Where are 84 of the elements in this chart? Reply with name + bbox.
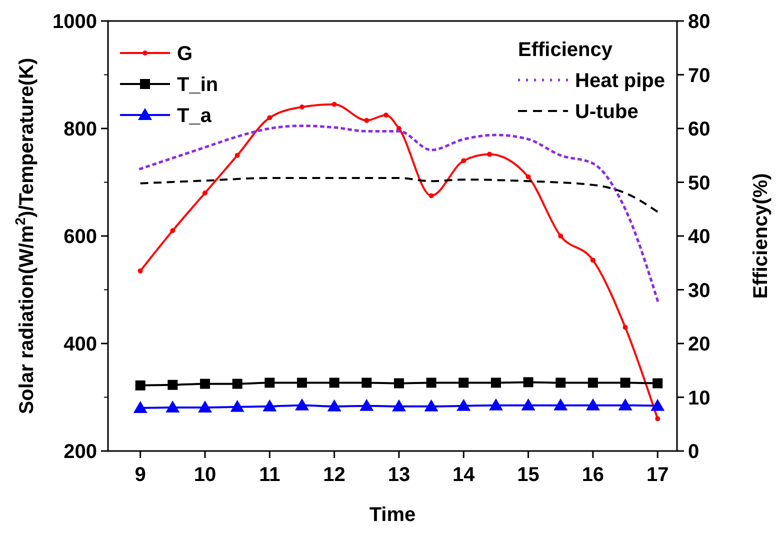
point [362, 378, 372, 388]
point [618, 398, 632, 410]
legend-label: T_a [177, 105, 212, 127]
x-tick-label: 10 [194, 464, 216, 486]
point [198, 400, 212, 412]
point [267, 115, 272, 120]
legend-label: Heat pipe [575, 70, 666, 92]
y-tick-label: 800 [64, 118, 97, 140]
point [234, 152, 240, 158]
y2-axis-title: Efficiency(%) [750, 173, 772, 299]
x-tick-label: 11 [259, 464, 280, 486]
y2-tick-label: 40 [688, 226, 710, 248]
point [332, 102, 337, 107]
point [590, 258, 596, 263]
point [133, 401, 148, 413]
x-tick-label: 9 [134, 464, 146, 486]
point [168, 380, 178, 390]
y2-tick-label: 70 [688, 64, 710, 87]
point [138, 268, 143, 274]
point [586, 398, 600, 410]
x-tick-label: 13 [388, 464, 410, 486]
point [230, 400, 244, 412]
point [486, 152, 492, 157]
y-tick-label: 1000 [52, 11, 97, 33]
point [620, 378, 630, 388]
point [296, 378, 307, 388]
point [200, 378, 210, 389]
point [456, 398, 471, 411]
y-tick-label: 200 [64, 441, 97, 463]
point [392, 399, 406, 412]
point [424, 399, 438, 412]
point [135, 380, 146, 390]
point [232, 378, 242, 389]
point [556, 378, 566, 388]
point [202, 190, 208, 196]
point [166, 400, 180, 412]
x-tick-label: 12 [323, 464, 346, 486]
point [558, 234, 564, 238]
point [622, 324, 628, 330]
point [170, 228, 176, 234]
point [488, 398, 503, 410]
legend-title: Efficiency [518, 39, 614, 61]
y2-tick-label: 30 [688, 280, 710, 302]
point [428, 193, 434, 198]
point [490, 378, 501, 388]
x-tick-label: 16 [582, 464, 604, 486]
point [360, 398, 374, 411]
legend-label: T_in [177, 74, 218, 96]
x-tick-label: 17 [646, 464, 669, 486]
line-series [139, 176, 659, 213]
point [264, 378, 275, 388]
point [364, 118, 370, 123]
y2-tick-label: 80 [688, 11, 710, 33]
point [426, 378, 436, 388]
x-axis-title: Time [369, 504, 416, 526]
legend-label: U-tube [575, 101, 638, 123]
point [521, 398, 536, 410]
point [329, 378, 340, 388]
y-tick-label: 400 [64, 334, 97, 356]
y2-tick-label: 20 [688, 334, 710, 356]
y2-tick-label: 10 [688, 387, 710, 410]
point [655, 416, 660, 422]
point [650, 398, 665, 411]
point [458, 378, 469, 388]
point [588, 378, 598, 388]
x-tick-label: 15 [517, 464, 540, 486]
point [461, 158, 466, 164]
point [294, 398, 309, 410]
y2-tick-label: 50 [688, 172, 710, 194]
point [327, 399, 342, 412]
y2-tick-label: 60 [688, 118, 710, 140]
point [299, 104, 304, 110]
point [384, 112, 389, 118]
legend-label: G [177, 43, 193, 65]
point [652, 378, 663, 388]
point [262, 399, 277, 412]
point [523, 377, 534, 388]
y-tick-label: 600 [64, 226, 97, 248]
point [394, 378, 404, 388]
line-series [139, 124, 659, 302]
point [526, 174, 531, 180]
x-tick-label: 14 [452, 464, 476, 486]
y2-tick-label: 0 [688, 441, 700, 463]
point [554, 398, 568, 410]
